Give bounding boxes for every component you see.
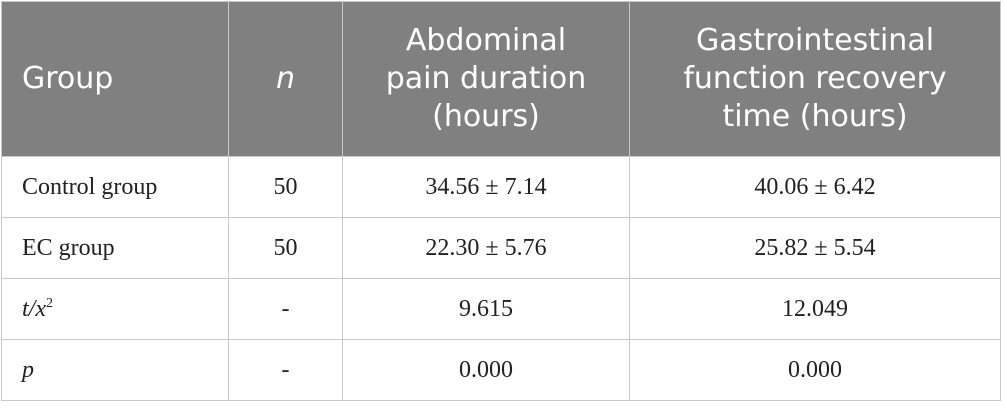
- header-cell: n: [228, 1, 343, 157]
- table-cell: t/x2: [1, 278, 229, 340]
- cell-text: EC group: [22, 234, 115, 261]
- header-line: time (hours): [722, 99, 908, 134]
- header-line: function recovery: [683, 61, 947, 96]
- results-table: Group n Abdominal pain duration (hours) Gastr…: [1, 1, 1001, 401]
- cell-text: -: [281, 356, 290, 383]
- cell-text: 0.000: [459, 356, 513, 383]
- table-cell: 34.56 ± 7.14: [342, 156, 630, 218]
- table-cell: 50: [228, 156, 343, 218]
- cell-text: -: [281, 295, 290, 322]
- table-cell: 22.30 ± 5.76: [342, 217, 630, 279]
- table-cell: p: [1, 339, 229, 401]
- table-cell: -: [228, 278, 343, 340]
- table-row: Control group 50 34.56 ± 7.14 40.06 ± 6.42: [1, 156, 1001, 218]
- table-row: p - 0.000 0.000: [1, 339, 1001, 401]
- header-cell: Group: [1, 1, 229, 157]
- table-cell: 25.82 ± 5.54: [629, 217, 1001, 279]
- header-line: Abdominal: [405, 23, 567, 58]
- header-row: Group n Abdominal pain duration (hours) Gastr…: [1, 1, 1001, 157]
- header-cell: Gastrointestinal function recovery time (h…: [629, 1, 1001, 157]
- header-cell: Abdominal pain duration (hours): [342, 1, 630, 157]
- cell-text: 50: [273, 234, 298, 261]
- cell-text: 40.06 ± 6.42: [754, 173, 876, 200]
- cell-text: 50: [273, 173, 298, 200]
- cell-text: 0.000: [788, 356, 842, 383]
- table-cell: 9.615: [342, 278, 630, 340]
- cell-text: 9.615: [459, 295, 513, 322]
- table-body: Control group 50 34.56 ± 7.14 40.06 ± 6.42 E…: [1, 156, 1001, 401]
- superscript: 2: [46, 295, 53, 311]
- table-row: EC group 50 22.30 ± 5.76 25.82 ± 5.54: [1, 217, 1001, 279]
- cell-text: 34.56 ± 7.14: [425, 173, 547, 200]
- table-cell: -: [228, 339, 343, 401]
- cell-text: Control group: [22, 173, 158, 200]
- header-line: Gastrointestinal: [695, 23, 935, 58]
- header-line: pain duration: [385, 61, 587, 96]
- cell-text: 12.049: [782, 295, 848, 322]
- cell-text: 22.30 ± 5.76: [425, 234, 547, 261]
- cell-text: 25.82 ± 5.54: [754, 234, 876, 261]
- table-cell: 40.06 ± 6.42: [629, 156, 1001, 218]
- table-row: t/x2 - 9.615 12.049: [1, 278, 1001, 340]
- table-cell: Control group: [1, 156, 229, 218]
- header-line: Group: [22, 61, 114, 96]
- header-line: (hours): [432, 99, 540, 134]
- cell-text: p: [22, 356, 34, 383]
- table-cell: EC group: [1, 217, 229, 279]
- table-cell: 0.000: [342, 339, 630, 401]
- table-cell: 50: [228, 217, 343, 279]
- header-line: n: [275, 61, 295, 96]
- table-cell: 12.049: [629, 278, 1001, 340]
- cell-text: t/x: [22, 295, 46, 322]
- table-cell: 0.000: [629, 339, 1001, 401]
